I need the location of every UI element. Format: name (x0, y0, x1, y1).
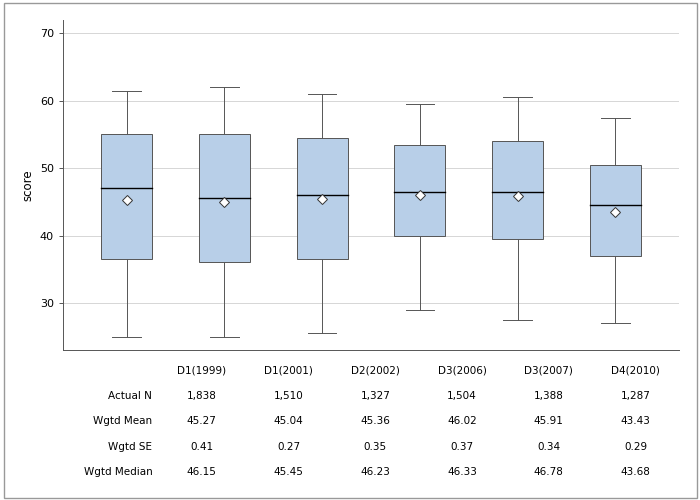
Text: 46.02: 46.02 (447, 416, 477, 426)
Text: 46.15: 46.15 (187, 467, 217, 477)
Text: 0.34: 0.34 (538, 442, 561, 452)
Text: 0.41: 0.41 (190, 442, 214, 452)
Text: 0.27: 0.27 (277, 442, 300, 452)
Text: 0.37: 0.37 (451, 442, 474, 452)
Text: 1,504: 1,504 (447, 390, 477, 400)
Text: 1,838: 1,838 (187, 390, 217, 400)
Text: 46.23: 46.23 (360, 467, 391, 477)
Bar (101, 134, 152, 259)
Text: D2(2002): D2(2002) (351, 366, 400, 376)
Bar (297, 138, 347, 259)
Bar (590, 165, 641, 256)
Text: Wgtd Median: Wgtd Median (83, 467, 153, 477)
Text: 45.04: 45.04 (274, 416, 304, 426)
Text: Wgtd SE: Wgtd SE (108, 442, 153, 452)
Text: 43.68: 43.68 (621, 467, 650, 477)
Bar (395, 144, 445, 236)
Text: 45.45: 45.45 (274, 467, 304, 477)
Text: D3(2007): D3(2007) (524, 366, 573, 376)
Y-axis label: score: score (21, 169, 34, 201)
Text: 45.36: 45.36 (360, 416, 391, 426)
Text: 1,287: 1,287 (621, 390, 650, 400)
Text: D1(2001): D1(2001) (264, 366, 313, 376)
Text: 45.91: 45.91 (534, 416, 564, 426)
Text: 43.43: 43.43 (621, 416, 650, 426)
Text: 0.29: 0.29 (624, 442, 648, 452)
Text: 1,510: 1,510 (274, 390, 304, 400)
Text: 1,327: 1,327 (360, 390, 391, 400)
Text: D3(2006): D3(2006) (438, 366, 486, 376)
Text: 45.27: 45.27 (187, 416, 217, 426)
Text: D4(2010): D4(2010) (611, 366, 660, 376)
Bar (492, 141, 543, 239)
Text: Actual N: Actual N (108, 390, 153, 400)
Text: Wgtd Mean: Wgtd Mean (93, 416, 153, 426)
Text: D1(1999): D1(1999) (177, 366, 226, 376)
Text: 46.78: 46.78 (534, 467, 564, 477)
Bar (199, 134, 250, 262)
Text: 46.33: 46.33 (447, 467, 477, 477)
Text: 1,388: 1,388 (534, 390, 564, 400)
Text: 0.35: 0.35 (364, 442, 387, 452)
